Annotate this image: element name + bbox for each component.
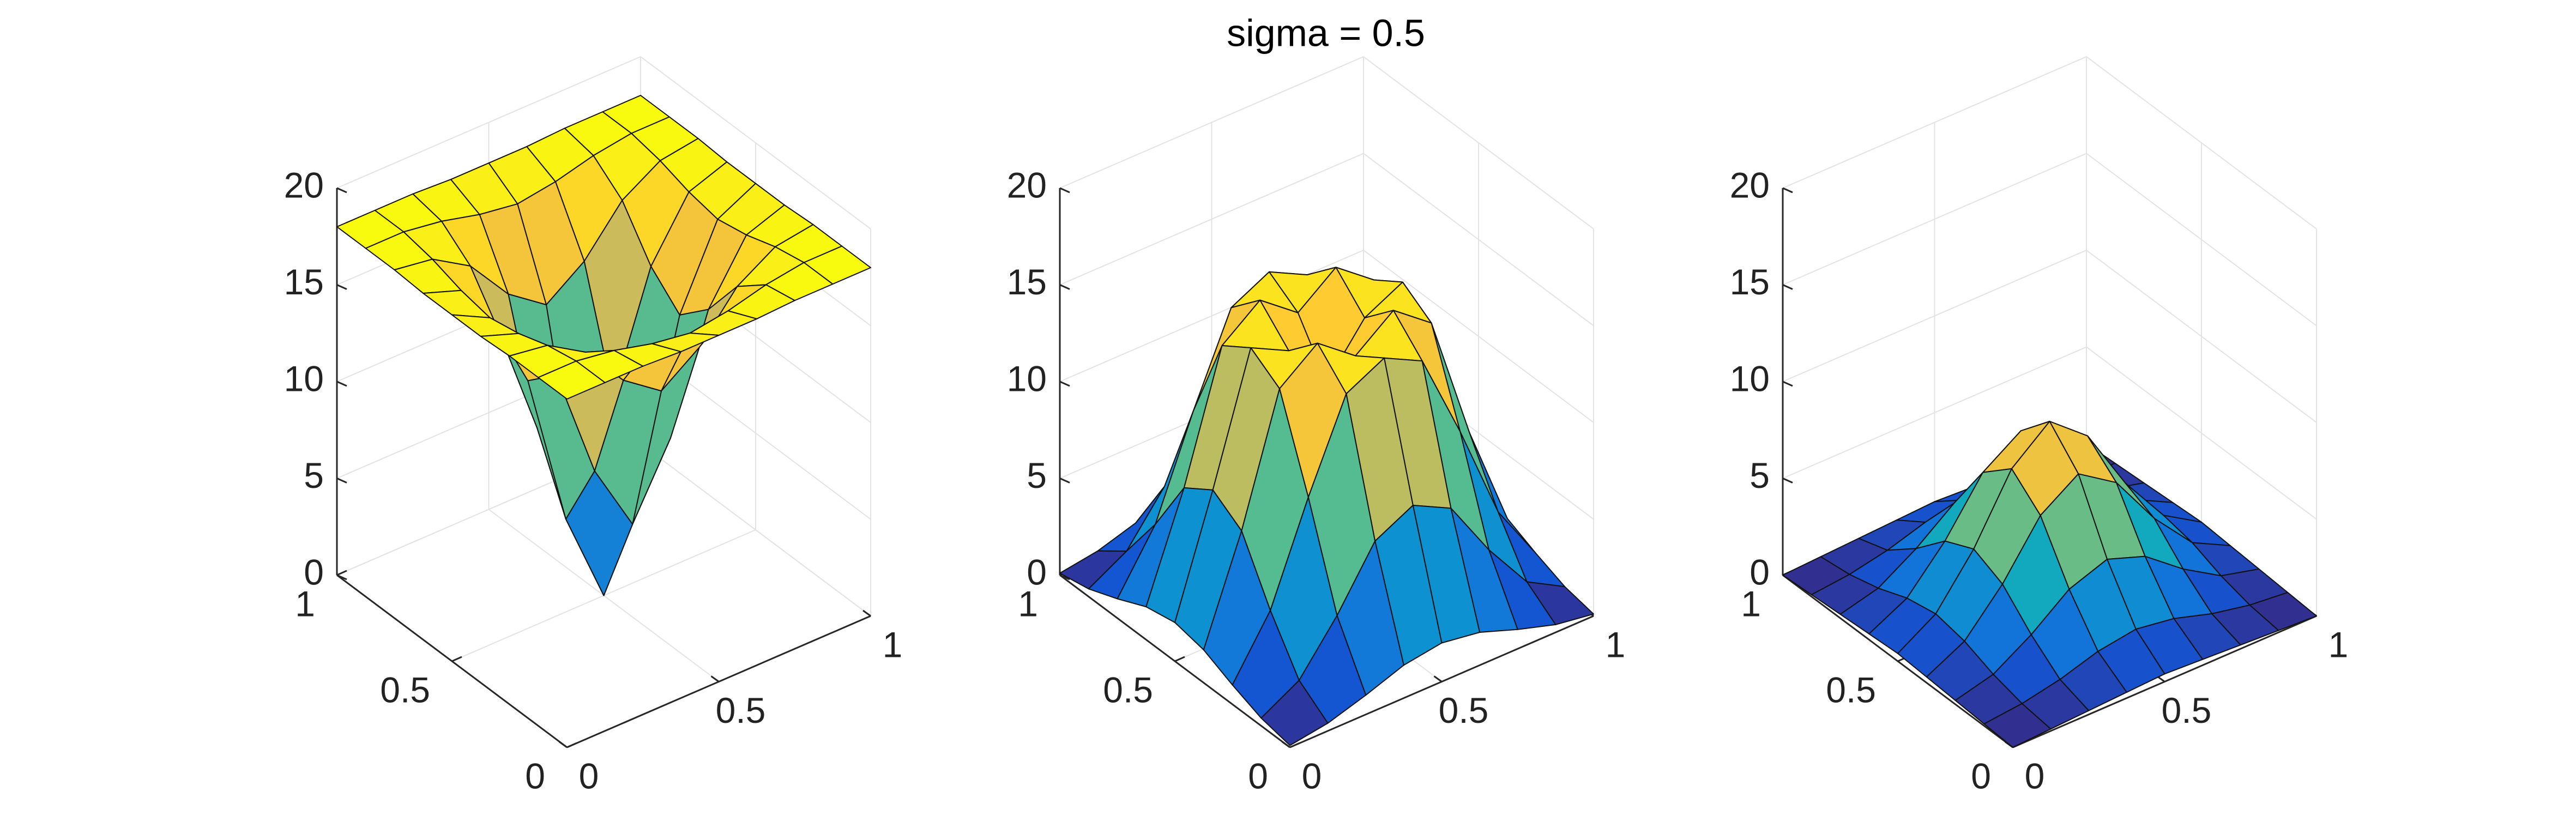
z-tick-label: 10 bbox=[1730, 358, 1770, 398]
z-tick-label: 10 bbox=[1007, 358, 1047, 398]
y-tick bbox=[1174, 656, 1185, 662]
y-tick-label: 0 bbox=[525, 756, 545, 796]
z-tick-label: 20 bbox=[284, 165, 324, 205]
y-tick-label: 0 bbox=[1248, 756, 1268, 796]
y-tick bbox=[336, 570, 347, 576]
grid-line bbox=[640, 443, 871, 617]
z-tick bbox=[1782, 478, 1793, 484]
z-tick bbox=[336, 187, 347, 194]
x-tick-label: 0 bbox=[2025, 756, 2045, 796]
x-tick-label: 1 bbox=[2328, 624, 2349, 664]
z-tick-label: 0 bbox=[1027, 552, 1047, 592]
x-tick bbox=[559, 741, 568, 748]
grid-line bbox=[1059, 153, 1364, 286]
x-tick-label: 0.5 bbox=[2162, 690, 2212, 730]
z-tick bbox=[1059, 478, 1070, 484]
z-tick bbox=[336, 284, 347, 290]
y-tick-label: 0.5 bbox=[1826, 669, 1876, 710]
z-tick-label: 5 bbox=[1749, 455, 1770, 495]
z-tick bbox=[1059, 187, 1070, 194]
grid-line bbox=[336, 56, 641, 189]
x-tick-label: 0 bbox=[579, 756, 599, 796]
y-tick-label: 1 bbox=[1741, 583, 1761, 624]
y-tick-label: 0 bbox=[1971, 756, 1991, 796]
z-tick bbox=[1059, 574, 1070, 581]
grid-line bbox=[2086, 346, 2317, 520]
y-tick-label: 0.5 bbox=[1103, 669, 1153, 710]
y-tick-label: 0.5 bbox=[380, 669, 430, 710]
surface-face bbox=[1260, 680, 1329, 746]
grid-line bbox=[1363, 250, 1594, 423]
z-tick-label: 20 bbox=[1730, 165, 1770, 205]
grid-line bbox=[1782, 346, 2087, 479]
y-tick-label: 1 bbox=[1018, 583, 1038, 624]
z-tick bbox=[1782, 284, 1793, 290]
z-tick bbox=[336, 478, 347, 484]
z-tick-label: 0 bbox=[1749, 552, 1770, 592]
grid-line bbox=[2086, 250, 2317, 423]
x-tick bbox=[1282, 741, 1290, 748]
z-tick bbox=[1782, 187, 1793, 194]
z-tick-label: 5 bbox=[1027, 455, 1047, 495]
z-tick bbox=[1782, 380, 1793, 387]
z-tick bbox=[336, 574, 347, 581]
grid-line bbox=[1363, 56, 1594, 229]
x-tick-label: 0.5 bbox=[716, 690, 766, 730]
z-tick-label: 20 bbox=[1007, 165, 1047, 205]
x-tick-label: 1 bbox=[883, 624, 903, 664]
z-tick bbox=[1059, 380, 1070, 387]
x-tick-label: 0 bbox=[1302, 756, 1322, 796]
grid-line bbox=[2086, 153, 2317, 327]
y-tick bbox=[566, 742, 577, 748]
grid-line bbox=[640, 56, 871, 229]
grid-line bbox=[1363, 153, 1594, 327]
grid-line bbox=[1059, 250, 1364, 382]
x-tick bbox=[862, 609, 871, 617]
x-tick-label: 0.5 bbox=[1439, 690, 1489, 730]
surface-face bbox=[1983, 703, 2052, 748]
z-tick bbox=[1059, 284, 1070, 290]
surface-face bbox=[538, 360, 606, 400]
z-tick-label: 5 bbox=[304, 455, 324, 495]
y-tick bbox=[451, 656, 462, 662]
figure-title: sigma = 0.5 bbox=[1227, 11, 1425, 54]
grid-line bbox=[1059, 56, 1364, 189]
x-tick bbox=[1433, 675, 1443, 682]
z-tick-label: 15 bbox=[284, 262, 324, 302]
z-tick-label: 10 bbox=[284, 358, 324, 398]
z-tick-label: 15 bbox=[1007, 262, 1047, 302]
z-tick-label: 0 bbox=[304, 552, 324, 592]
x-tick bbox=[710, 675, 720, 682]
x-tick-label: 1 bbox=[1606, 624, 1626, 664]
z-tick bbox=[336, 380, 347, 387]
grid-line bbox=[1782, 250, 2087, 382]
z-tick-label: 15 bbox=[1730, 262, 1770, 302]
grid-line bbox=[1782, 56, 2087, 189]
grid-line bbox=[2086, 56, 2317, 229]
y-tick bbox=[1289, 742, 1300, 748]
grid-line bbox=[1782, 153, 2087, 286]
y-tick-label: 1 bbox=[295, 583, 315, 624]
